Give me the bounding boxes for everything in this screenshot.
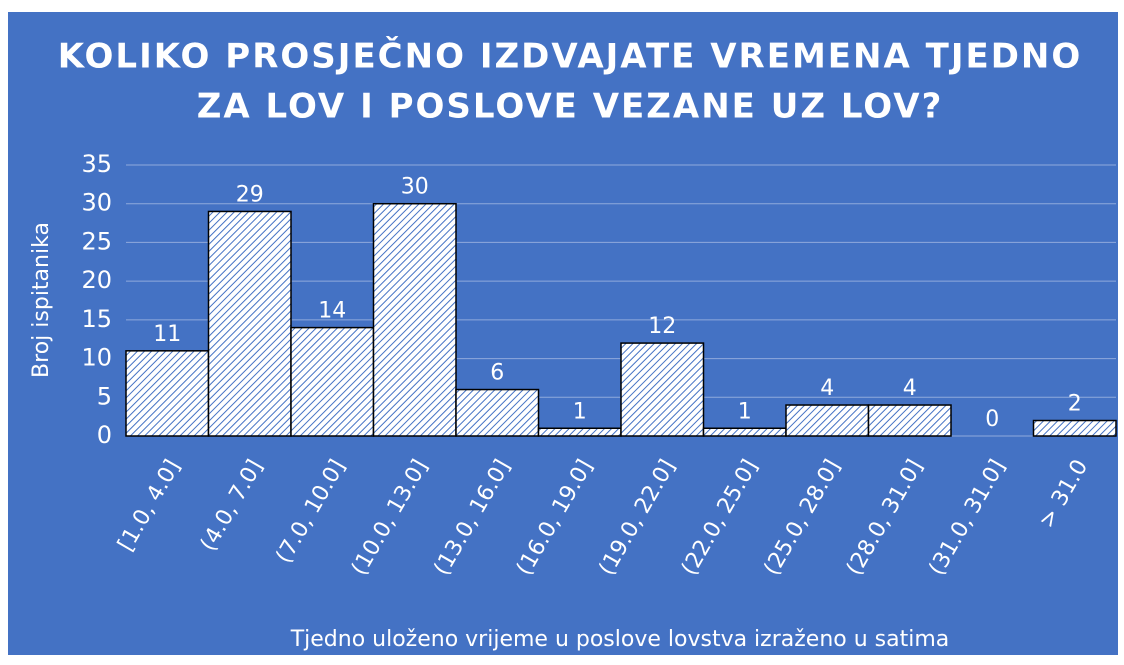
bar [620,342,705,437]
data-label: 1 [738,399,752,424]
y-tick-label: 30 [81,189,112,217]
bar [785,404,870,437]
y-tick-label: 20 [81,266,112,294]
bar [290,326,375,437]
data-label: 4 [820,376,834,401]
bar [207,210,292,437]
y-tick-label: 10 [81,344,112,372]
bar [702,427,787,437]
y-axis-label: Broj ispitanika [29,222,54,378]
data-label: 29 [236,182,264,207]
chart-background [8,12,1118,655]
y-tick-label: 15 [81,305,112,333]
y-tick-label: 0 [97,421,112,449]
bar [537,427,622,437]
data-label: 11 [153,322,181,347]
data-label: 0 [985,407,999,432]
y-tick-label: 25 [81,227,112,255]
data-label: 4 [903,376,917,401]
y-tick-label: 35 [81,150,112,178]
bar [372,202,457,437]
bar [867,404,952,437]
data-label: 2 [1068,392,1082,417]
y-tick-label: 5 [97,382,112,410]
bar [455,388,540,437]
x-axis-label: Tjedno uloženo vrijeme u poslove lovstva… [290,627,950,652]
bar [125,350,210,437]
data-label: 6 [490,361,504,386]
bar [1032,419,1117,437]
chart-title: ZA LOV I POSLOVE VEZANE UZ LOV? [197,87,944,127]
data-label: 1 [573,399,587,424]
data-label: 30 [401,175,429,200]
data-label: 14 [318,299,346,324]
chart-title: KOLIKO PROSJEČNO IZDVAJATE VREMENA TJEDN… [58,36,1083,77]
data-label: 12 [648,314,676,339]
